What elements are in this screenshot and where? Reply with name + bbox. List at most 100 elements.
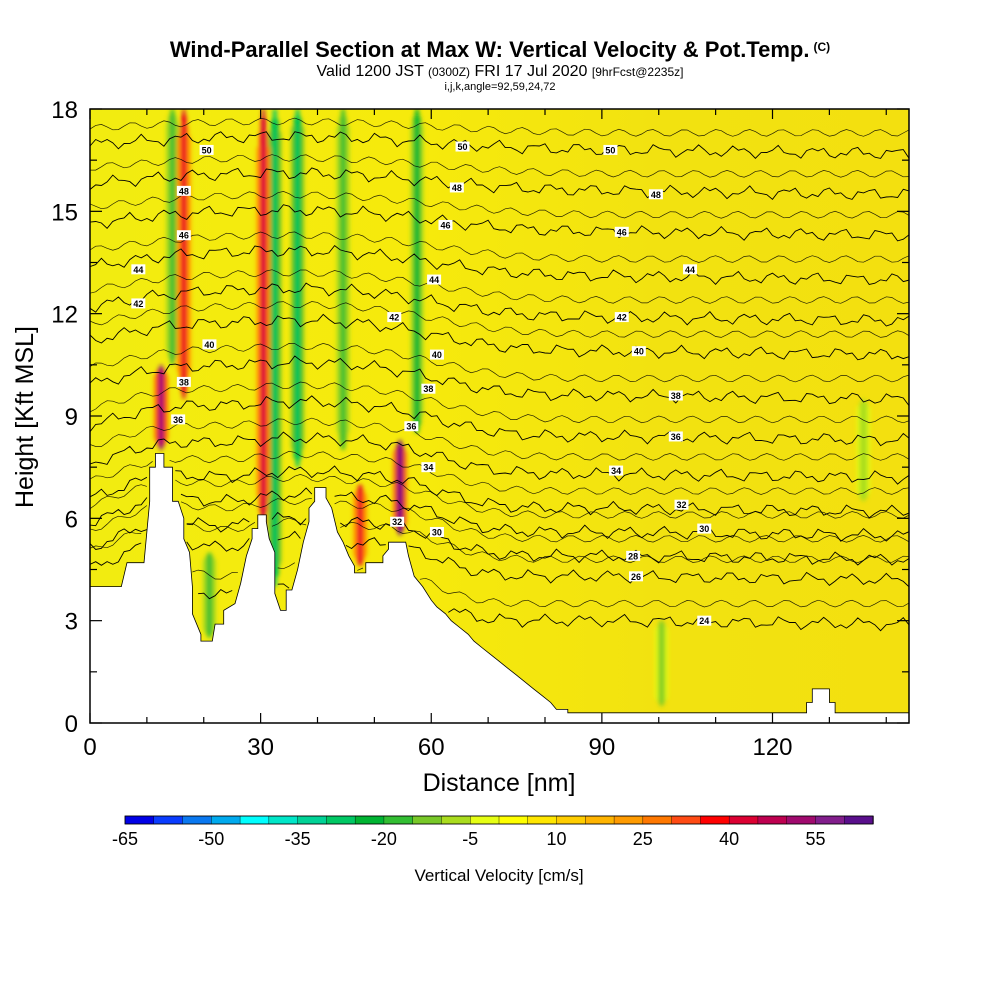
contour-label: 40 bbox=[429, 349, 444, 360]
colorbar-swatch bbox=[671, 815, 702, 825]
terrain-mask bbox=[90, 453, 909, 723]
contour-labels: 50 50 50 48 48 48 46 46 46 44 44 44 42 42 42 40 40 40 38 38… bbox=[131, 141, 712, 626]
contour-label: 36 bbox=[668, 431, 683, 442]
contour-label: 32 bbox=[674, 499, 689, 510]
downdraft-6 bbox=[655, 620, 669, 706]
colorbar-tick-label: 10 bbox=[546, 829, 566, 849]
colorbar-swatch bbox=[786, 815, 817, 825]
y-tick-label: 0 bbox=[65, 711, 78, 738]
updraft-3 bbox=[176, 109, 191, 399]
contour-label-text: 46 bbox=[440, 220, 450, 230]
section-params: i,j,k,angle=92,59,24,72 bbox=[444, 81, 556, 93]
colorbar-swatch bbox=[182, 815, 213, 825]
contour-label: 46 bbox=[614, 226, 629, 237]
x-axis-label: Distance [nm] bbox=[423, 769, 576, 797]
updraft-0 bbox=[154, 364, 169, 451]
colorbar-swatch bbox=[527, 815, 558, 825]
theta-contour-minor bbox=[90, 191, 909, 219]
contour-label: 42 bbox=[131, 298, 146, 309]
colorbar-tick-label: -20 bbox=[371, 829, 397, 849]
theta-contour-48 bbox=[90, 167, 909, 200]
contour-label-text: 38 bbox=[671, 391, 681, 401]
contour-label-text: 36 bbox=[173, 415, 183, 425]
contour-label: 50 bbox=[603, 144, 618, 155]
colorbar-swatch bbox=[700, 815, 730, 825]
contour-label-text: 40 bbox=[432, 350, 442, 360]
contour-label-text: 38 bbox=[179, 377, 189, 387]
contour-label: 36 bbox=[404, 421, 419, 432]
contour-label: 36 bbox=[171, 414, 186, 425]
contour-label: 32 bbox=[390, 516, 405, 527]
contour-label-text: 42 bbox=[617, 313, 627, 323]
contour-label: 42 bbox=[614, 312, 629, 323]
contour-label-text: 30 bbox=[432, 527, 442, 537]
theta-contour-26 bbox=[90, 530, 909, 588]
colorbar-swatch bbox=[354, 815, 385, 825]
colorbar-swatch bbox=[728, 815, 759, 825]
theta-contour-minor bbox=[192, 562, 909, 608]
contour-label: 46 bbox=[176, 230, 191, 241]
theta-contour-36 bbox=[90, 395, 909, 447]
contour-label: 38 bbox=[668, 390, 683, 401]
contour-label: 30 bbox=[429, 526, 444, 537]
contour-label-text: 38 bbox=[423, 384, 433, 394]
x-tick-label: 30 bbox=[247, 734, 274, 761]
colorbar-swatch bbox=[326, 815, 356, 825]
colorbar-swatch bbox=[815, 815, 845, 825]
contour-label: 26 bbox=[629, 571, 643, 582]
contour-label-text: 40 bbox=[634, 347, 644, 357]
contour-label-text: 28 bbox=[628, 551, 638, 561]
contour-label-text: 42 bbox=[133, 299, 143, 309]
valid-time-line: Valid 1200 JST (0300Z) FRI 17 Jul 2020 [… bbox=[0, 63, 1000, 81]
theta-contour-minor bbox=[90, 343, 909, 383]
theta-contour-minor bbox=[90, 231, 909, 263]
contour-label-text: 50 bbox=[458, 142, 468, 152]
contour-label-text: 32 bbox=[676, 500, 686, 510]
contour-label: 44 bbox=[131, 264, 146, 275]
theta-contour-minor bbox=[90, 269, 909, 304]
contour-label-text: 32 bbox=[392, 517, 402, 527]
contour-label: 24 bbox=[697, 615, 712, 626]
contour-label: 48 bbox=[176, 185, 191, 196]
contour-label: 34 bbox=[609, 465, 624, 476]
contour-label-text: 44 bbox=[429, 275, 439, 285]
theta-contour-50 bbox=[90, 131, 909, 159]
plot-area: 50 50 50 48 48 48 46 46 46 44 44 44 42 42 42 40 40 40 38 38… bbox=[90, 109, 909, 723]
theta-contour-minor bbox=[90, 381, 909, 424]
colorbar-tick-label: -50 bbox=[198, 829, 224, 849]
contour-label: 30 bbox=[697, 523, 712, 534]
colorbar-swatch bbox=[844, 815, 874, 825]
contour-label: 48 bbox=[449, 182, 464, 193]
contour-label: 38 bbox=[421, 383, 436, 394]
contour-label: 48 bbox=[648, 189, 663, 200]
valid-utc: (0300Z) bbox=[428, 65, 471, 79]
theta-contour-28 bbox=[90, 511, 909, 566]
colorbar-swatch bbox=[613, 815, 644, 825]
contour-label-text: 24 bbox=[699, 616, 709, 626]
contour-label-text: 50 bbox=[202, 145, 212, 155]
colorbar-tick-label: -35 bbox=[285, 829, 311, 849]
colorbar-swatch bbox=[412, 815, 443, 825]
downdraft-7 bbox=[857, 398, 870, 502]
colorbar-tick-label: 25 bbox=[633, 829, 653, 849]
theta-contour-24 bbox=[198, 583, 909, 632]
colorbar-swatch bbox=[441, 815, 471, 825]
y-tick-label: 3 bbox=[65, 609, 78, 636]
theta-contour-40 bbox=[90, 313, 909, 361]
colorbar-tick-label: 40 bbox=[719, 829, 739, 849]
contour-label: 40 bbox=[631, 346, 646, 357]
theta-contour-minor bbox=[90, 417, 909, 461]
colorbar: -65 -50 -35 -20 -5 10 25 40 55 bbox=[112, 815, 874, 849]
colorbar-swatch bbox=[239, 815, 270, 825]
title-main: Wind-Parallel Section at Max W: Vertical… bbox=[169, 37, 810, 62]
contour-label: 46 bbox=[438, 219, 453, 230]
colorbar-swatch bbox=[498, 815, 529, 825]
theta-contour-44 bbox=[90, 244, 909, 286]
contour-label-text: 34 bbox=[611, 466, 621, 476]
x-tick-label: 60 bbox=[418, 734, 445, 761]
colorbar-swatch bbox=[268, 815, 299, 825]
colorbar-tick-label: 55 bbox=[805, 829, 825, 849]
theta-contour-minor bbox=[90, 301, 909, 338]
